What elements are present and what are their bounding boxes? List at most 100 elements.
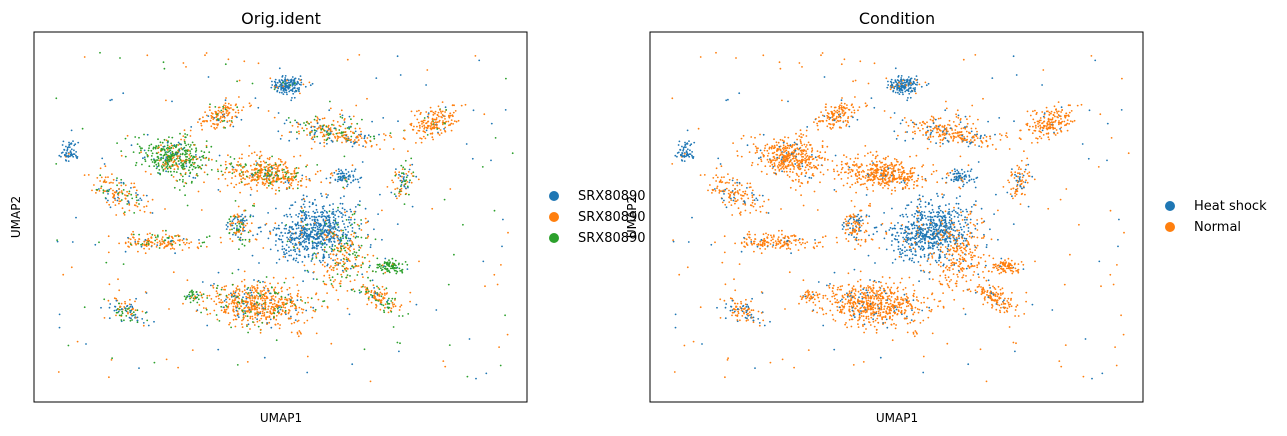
scatter-point [397,177,400,179]
scatter-point [266,187,268,189]
scatter-point [249,328,251,330]
scatter-point [297,289,300,292]
scatter-point [322,227,325,229]
scatter-point [300,219,303,222]
scatter-point [289,121,292,124]
scatter-point [405,192,408,195]
scatter-point [325,251,328,254]
scatter-point [176,151,179,154]
scatter-point [927,219,930,221]
scatter-point [149,211,152,214]
scatter-point [285,213,288,216]
scatter-point [83,56,86,58]
scatter-point [178,178,181,181]
scatter-point [201,241,204,244]
scatter-point [356,178,359,181]
scatter-point [196,246,199,249]
scatter-point [220,164,222,167]
scatter-point [350,118,352,121]
scatter-point [184,182,187,184]
scatter-point [200,150,203,153]
scatter-point [118,200,121,203]
scatter-point [340,172,343,175]
scatter-point [898,85,901,88]
scatter-point [363,348,366,351]
scatter-point [375,270,377,273]
scatter-point [967,230,970,233]
scatter-point [352,132,355,135]
scatter-point [337,206,339,209]
scatter-point [294,223,297,226]
scatter-point [901,89,904,92]
scatter-point [168,160,171,163]
scatter-point [295,121,298,124]
scatter-point [134,239,137,241]
scatter-point [431,207,434,210]
scatter-point [444,365,447,368]
scatter-point [244,301,247,304]
scatter-point [230,162,233,165]
scatter-point [253,295,256,297]
scatter-point [201,164,204,167]
scatter-point [896,82,899,85]
scatter-point [383,261,386,263]
scatter-point [277,112,280,114]
scatter-point [184,243,187,246]
scatter-point [890,78,893,81]
scatter-point [139,147,142,150]
scatter-point [347,268,349,270]
scatter-point [989,228,991,231]
scatter-point [360,229,363,231]
scatter-point [251,285,253,287]
scatter-point [378,295,381,297]
scatter-point [443,115,446,118]
scatter-point [394,264,397,266]
scatter-point [83,306,86,309]
scatter-point [120,319,123,321]
scatter-point [136,309,139,312]
scatter-point [270,86,273,89]
scatter-point [237,316,240,319]
scatter-point [201,128,204,131]
scatter-point [191,291,194,294]
scatter-point [127,245,129,248]
scatter-point [249,315,252,318]
scatter-point [297,319,300,322]
scatter-point [319,241,321,244]
scatter-point [231,220,234,223]
scatter-point [157,162,160,165]
scatter-point [353,142,355,145]
scatter-point [364,146,367,148]
scatter-point [340,169,343,172]
scatter-point [913,224,916,227]
scatter-point [270,306,273,308]
scatter-point [372,135,375,138]
scatter-point [187,143,190,146]
scatter-point [145,194,148,197]
scatter-point [102,192,105,194]
scatter-point [306,223,309,226]
scatter-point [239,226,242,229]
scatter-point [256,154,258,157]
scatter-point [346,244,349,247]
scatter-point [286,178,289,181]
scatter-point [98,241,100,244]
scatter-point [393,303,396,306]
scatter-point [905,80,908,83]
scatter-point [68,141,70,144]
scatter-point [969,218,972,221]
scatter-point [948,219,951,222]
scatter-point [276,177,278,180]
scatter-point [56,240,59,243]
scatter-point [328,220,331,223]
scatter-point [344,178,347,181]
scatter-point [917,220,920,223]
scatter-point [227,114,229,116]
scatter-point [927,203,930,206]
scatter-point [254,97,257,99]
scatter-point [278,186,280,189]
scatter-point [997,238,999,241]
scatter-point [174,153,177,155]
scatter-point [332,216,335,219]
scatter-point [185,238,188,241]
